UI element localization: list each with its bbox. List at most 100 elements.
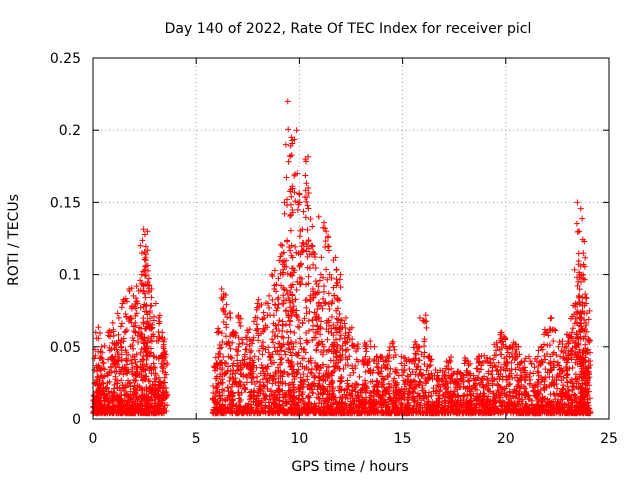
data-point <box>229 403 236 410</box>
data-point <box>492 363 499 370</box>
data-point <box>215 380 222 387</box>
data-point <box>466 388 473 395</box>
data-point <box>223 321 230 328</box>
data-point <box>124 358 131 365</box>
data-point <box>320 343 327 350</box>
data-point <box>405 399 412 406</box>
data-point <box>260 394 267 401</box>
data-point <box>535 369 542 376</box>
data-point <box>296 324 303 331</box>
data-point <box>580 335 587 342</box>
data-point <box>387 394 394 401</box>
data-point <box>400 377 407 384</box>
data-point <box>274 364 281 371</box>
data-point <box>230 329 237 336</box>
data-point <box>320 361 327 368</box>
data-point <box>423 380 430 387</box>
data-point <box>512 366 519 373</box>
data-point <box>289 183 296 190</box>
data-point <box>324 243 331 250</box>
data-point <box>325 364 332 371</box>
data-point <box>475 353 482 360</box>
data-point <box>148 325 155 332</box>
data-point <box>302 172 309 179</box>
data-point <box>258 399 265 406</box>
data-point <box>255 401 262 408</box>
data-point <box>278 342 285 349</box>
data-point <box>259 339 266 346</box>
data-point <box>212 375 219 382</box>
data-point <box>160 409 167 416</box>
data-point <box>106 333 113 340</box>
data-point <box>305 399 312 406</box>
data-point <box>287 153 294 160</box>
data-point <box>285 126 292 133</box>
data-point <box>254 326 261 333</box>
data-point <box>256 347 263 354</box>
data-point <box>362 380 369 387</box>
data-point <box>579 299 586 306</box>
data-point <box>484 375 491 382</box>
data-point <box>155 374 162 381</box>
chart-title: Day 140 of 2022, Rate Of TEC Index for r… <box>165 21 532 37</box>
data-point <box>235 383 242 390</box>
data-point <box>346 390 353 397</box>
data-point <box>302 297 309 304</box>
data-point <box>110 326 117 333</box>
data-point <box>448 400 455 407</box>
data-point <box>518 398 525 405</box>
data-point <box>283 329 290 336</box>
data-point <box>411 344 418 351</box>
data-point <box>316 277 323 284</box>
data-point <box>220 353 227 360</box>
data-point <box>288 134 295 141</box>
data-point <box>251 362 258 369</box>
data-point <box>104 372 111 379</box>
data-point <box>361 408 368 415</box>
data-point <box>297 335 304 342</box>
data-point <box>553 352 560 359</box>
data-point <box>309 223 316 230</box>
data-point <box>522 374 529 381</box>
data-point <box>576 269 583 276</box>
data-point <box>324 336 331 343</box>
data-point <box>576 293 583 300</box>
data-point <box>580 250 587 257</box>
data-point <box>137 364 144 371</box>
data-point <box>317 331 324 338</box>
data-point <box>90 393 97 400</box>
data-point <box>318 365 325 372</box>
data-point <box>563 372 570 379</box>
data-point <box>247 349 254 356</box>
data-point <box>279 242 286 249</box>
data-point <box>276 397 283 404</box>
data-point <box>140 226 147 233</box>
data-point <box>250 337 257 344</box>
data-point <box>550 337 557 344</box>
data-point <box>106 347 113 354</box>
data-point <box>507 381 514 388</box>
data-point <box>217 350 224 357</box>
data-point <box>357 410 364 417</box>
data-point <box>543 329 550 336</box>
data-point <box>161 336 168 343</box>
data-point <box>143 361 150 368</box>
data-point <box>235 334 242 341</box>
data-point <box>234 357 241 364</box>
data-point <box>342 314 349 321</box>
data-point <box>419 387 426 394</box>
data-point <box>123 298 130 305</box>
data-point <box>560 385 567 392</box>
data-point <box>253 395 260 402</box>
data-point <box>129 342 136 349</box>
data-point <box>293 307 300 314</box>
data-point <box>141 272 148 279</box>
data-point <box>297 360 304 367</box>
data-point <box>336 328 343 335</box>
data-point <box>564 366 571 373</box>
data-point <box>449 370 456 377</box>
data-point <box>412 371 419 378</box>
data-point <box>303 363 310 370</box>
data-point <box>442 402 449 409</box>
data-point <box>541 381 548 388</box>
